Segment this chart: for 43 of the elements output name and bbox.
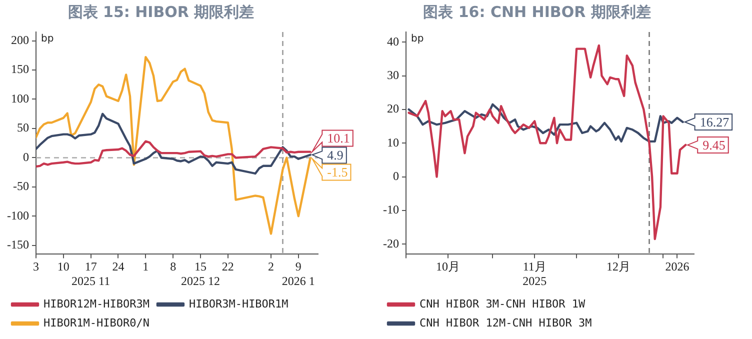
x-tick-label: 3: [32, 260, 39, 274]
legend-label: CNH HIBOR 12M-CNH HIBOR 3M: [420, 316, 592, 330]
y-tick-label: -20: [382, 236, 399, 250]
y-axis-title: bp: [410, 34, 424, 45]
chart-title: 图表 16: CNH HIBOR 期限利差: [423, 2, 651, 21]
x-tick-label: 12月: [606, 260, 631, 274]
y-tick-label: -150: [6, 238, 29, 252]
x-tick-label: 2: [268, 260, 274, 274]
data-label: 10.1: [327, 130, 350, 146]
data-label: 9.45: [702, 137, 726, 152]
x-tick-label: 9 2026 1: [282, 260, 315, 288]
chart-title: 图表 15: HIBOR 期限利差: [68, 2, 254, 21]
y-tick-label: -100: [6, 208, 29, 222]
legend-label: HIBOR3M-HIBOR1M: [188, 297, 289, 310]
x-tick-label: 17 2025 11: [72, 260, 110, 288]
x-tick-label: 11月 2025: [522, 260, 547, 288]
y-tick-label: 50: [16, 120, 29, 135]
y-tick-label: 200: [10, 32, 29, 47]
x-tick-label: 22: [222, 260, 234, 274]
y-tick-label: 100: [10, 91, 29, 106]
x-tick-label: 15 2025 12: [181, 260, 220, 288]
x-tick-label: 2026: [665, 260, 690, 274]
x-tick-label: 10: [57, 260, 70, 274]
y-tick-label: 150: [10, 62, 29, 76]
legend-label: CNH HIBOR 3M-CNH HIBOR 1W: [420, 297, 586, 310]
legend-label: HIBOR12M-HIBOR3M: [44, 297, 150, 310]
data-label: -1.5: [327, 164, 348, 180]
legend-label: HIBOR1M-HIBOR0/N: [44, 316, 150, 330]
data-label: 16.27: [700, 114, 730, 130]
y-tick-label: 0: [392, 168, 399, 183]
y-tick-label: 40: [386, 34, 399, 48]
y-tick-label: 30: [386, 68, 399, 82]
y-tick-label: -10: [382, 202, 399, 217]
x-tick-label: 8: [170, 260, 176, 274]
y-tick-label: 10: [386, 135, 399, 150]
x-tick-label: 1: [142, 260, 149, 274]
y-tick-label: -50: [12, 179, 29, 194]
data-label: 4.9: [327, 148, 344, 163]
y-tick-label: 0: [22, 150, 29, 164]
x-tick-label: 24: [112, 260, 124, 274]
x-tick-label: 10月: [436, 260, 460, 274]
y-tick-label: 20: [386, 102, 399, 116]
y-axis-title: bp: [40, 34, 54, 45]
